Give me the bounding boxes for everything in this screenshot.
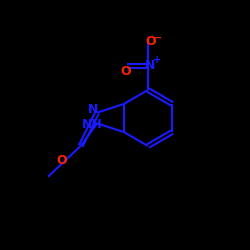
Text: O: O bbox=[56, 154, 67, 167]
Text: +: + bbox=[153, 55, 161, 65]
Text: N: N bbox=[145, 59, 155, 72]
Text: N: N bbox=[88, 103, 98, 116]
Text: O: O bbox=[146, 35, 156, 48]
Text: −: − bbox=[154, 32, 162, 42]
Text: O: O bbox=[121, 65, 131, 78]
Text: NH: NH bbox=[82, 118, 102, 131]
